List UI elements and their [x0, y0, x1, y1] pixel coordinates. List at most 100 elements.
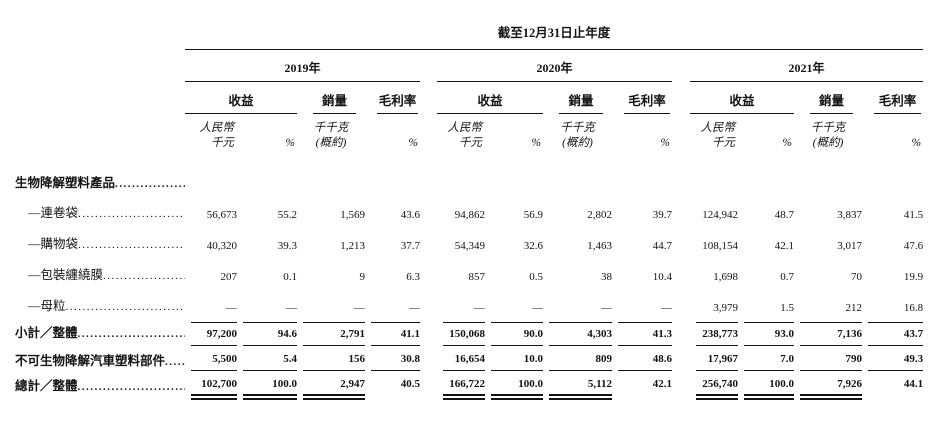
table-row: 不可生物降解汽車塑料部件 5,500 5.4 156 30.8 16,654 10.0 809… — [15, 348, 924, 373]
cell-value: 48.7 — [774, 209, 794, 221]
cell: 93.0 — [738, 320, 794, 348]
cell-value: 3,017 — [837, 240, 862, 252]
cell-value: 7,926 — [800, 375, 862, 400]
cell: 19.9 — [862, 258, 923, 289]
cell — [543, 164, 612, 196]
cell: — — [612, 289, 672, 320]
cell-value: 0.7 — [780, 271, 794, 283]
table-row: —購物袋 40,320 39.3 1,213 37.7 54,349 32.6 1,463 44… — [15, 227, 923, 258]
cell: 42.1 — [612, 373, 672, 402]
column-gap — [672, 196, 690, 227]
cell-value: 100.0 — [491, 375, 543, 400]
column-gap — [420, 373, 437, 402]
cell: 0.1 — [237, 258, 297, 289]
column-gap — [672, 373, 690, 402]
cell: 16.8 — [862, 289, 923, 320]
cell: 56.9 — [485, 196, 543, 227]
column-gap — [420, 320, 437, 348]
cell-value: 4,303 — [549, 322, 612, 346]
column-gap — [672, 164, 690, 196]
financial-table: 截至12月31日止年度 2019年 2020年 2021年 收益 銷量 毛利率 … — [15, 10, 924, 402]
unit-percent: % — [660, 137, 670, 149]
table-row: —包裝纏繞膜 207 0.1 9 6.3 857 0.5 38 10.4 1,698 0.7 70 1… — [15, 258, 923, 289]
cell-value: 44.7 — [652, 240, 672, 252]
dot-leader — [78, 239, 185, 251]
cell-value: 5,112 — [549, 375, 612, 400]
cell: 5.4 — [237, 348, 297, 373]
cell: 5,500 — [185, 348, 237, 373]
cell: 207 — [185, 258, 238, 289]
cell-value: 56.9 — [523, 209, 543, 221]
cell-value: 32.6 — [523, 240, 543, 252]
cell-value: 108,154 — [702, 240, 738, 252]
cell-value: 166,722 — [443, 375, 485, 400]
table-row: —連卷袋 56,673 55.2 1,569 43.6 94,862 56.9 2,802 39… — [15, 196, 923, 227]
cell: 55.2 — [237, 196, 297, 227]
cell-value: 2,791 — [303, 322, 365, 346]
row-label-text: —母粒 — [28, 299, 66, 313]
cell: 0.7 — [738, 258, 794, 289]
cell: 790 — [794, 348, 862, 373]
cell-value: 94,862 — [454, 209, 485, 221]
cell: 7,926 — [794, 373, 862, 402]
column-gap — [420, 348, 437, 373]
cell-value: 42.1 — [652, 378, 672, 390]
cell: 5,112 — [543, 373, 612, 402]
cell-value: 56,673 — [206, 209, 237, 221]
year-header-2019: 2019年 — [185, 50, 420, 82]
dot-leader — [78, 381, 185, 393]
row-label-text: 小計／整體 — [15, 326, 78, 340]
unit-percent: % — [911, 137, 922, 149]
cell-value: 40,320 — [206, 240, 237, 252]
col-header-margin: 毛利率 — [862, 82, 923, 114]
dot-leader — [115, 178, 185, 190]
cell-value: 2,802 — [587, 209, 612, 221]
cell: 17,967 — [690, 348, 738, 373]
cell-value: 238,773 — [696, 322, 738, 346]
row-label: —包裝纏繞膜 — [15, 258, 185, 289]
cell: 44.7 — [612, 227, 672, 258]
cell-value: 3,837 — [837, 209, 862, 221]
cell-value: 156 — [303, 350, 365, 371]
col-header-revenue: 收益 — [185, 82, 297, 114]
row-label: 總計／整體 — [15, 373, 185, 402]
cell: 166,722 — [437, 373, 485, 402]
cell: 150,068 — [437, 320, 485, 348]
cell: 48.7 — [738, 196, 794, 227]
cell: 100.0 — [738, 373, 794, 402]
cell-value: — — [474, 302, 485, 314]
cell: 3,837 — [794, 196, 862, 227]
cell: 1,569 — [297, 196, 365, 227]
column-gap — [420, 289, 437, 320]
table-row: 生物降解塑料產品 — [15, 164, 923, 196]
cell-value: — — [226, 302, 237, 314]
cell-value: 5.4 — [243, 350, 297, 371]
cell-value: 39.7 — [652, 209, 672, 221]
cell: 48.6 — [612, 348, 672, 373]
cell: 39.7 — [612, 196, 672, 227]
cell-value: 39.3 — [277, 240, 297, 252]
cell — [690, 164, 738, 196]
cell: 857 — [437, 258, 486, 289]
unit-percent: % — [782, 137, 792, 149]
row-label-text: —連卷袋 — [28, 206, 79, 220]
cell-value: 0.5 — [529, 271, 543, 283]
column-gap — [672, 348, 690, 373]
cell: 6.3 — [365, 258, 420, 289]
row-label-text: —包裝纏繞膜 — [28, 268, 104, 282]
cell-value: 43.6 — [400, 209, 420, 221]
row-label-text: —購物袋 — [28, 237, 79, 251]
cell-value: 256,740 — [696, 375, 738, 400]
cell-value: 1,569 — [340, 209, 365, 221]
table-body: 生物降解塑料產品 —連卷袋 56,673 55.2 1,569 43.6 94,862 56.… — [15, 164, 924, 402]
cell-value: 16,654 — [443, 350, 485, 371]
cell-value: — — [354, 302, 365, 314]
unit-rmb-thousand: 人民幣 千元 — [447, 122, 483, 149]
cell — [437, 164, 485, 196]
cell: 0.5 — [485, 258, 543, 289]
cell: 43.7 — [862, 320, 924, 348]
column-gap — [672, 227, 690, 258]
cell: 100.0 — [485, 373, 543, 402]
cell-value: 47.6 — [903, 240, 924, 252]
